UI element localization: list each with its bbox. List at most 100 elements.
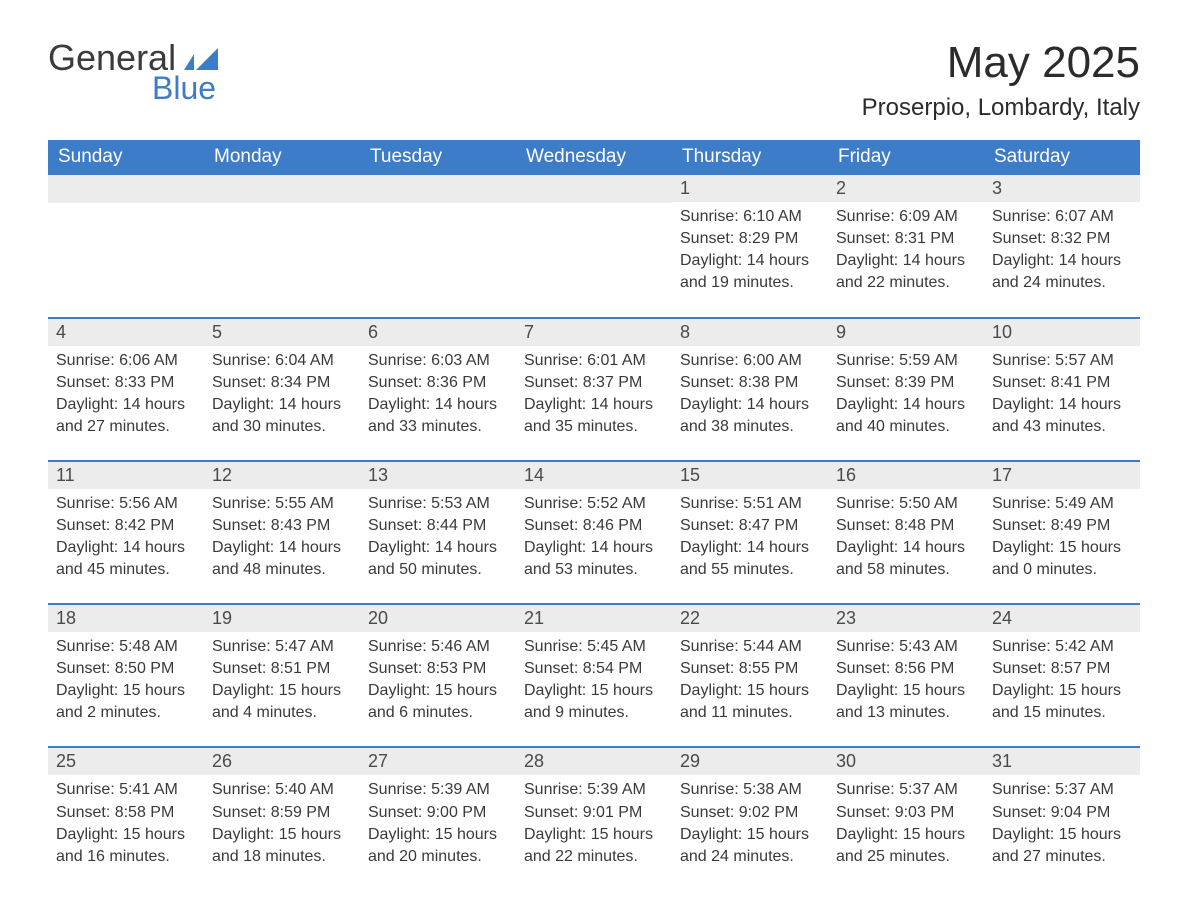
sunset-line: Sunset: 9:02 PM xyxy=(680,802,820,824)
daylight-line: Daylight: 14 hours and 50 minutes. xyxy=(368,537,508,581)
sunrise-line: Sunrise: 5:56 AM xyxy=(56,493,196,515)
calendar-day: 20Sunrise: 5:46 AMSunset: 8:53 PMDayligh… xyxy=(360,605,516,728)
sunrise-line: Sunrise: 6:00 AM xyxy=(680,350,820,372)
sunrise-line: Sunrise: 5:49 AM xyxy=(992,493,1132,515)
day-number: 8 xyxy=(672,319,828,346)
day-number: 6 xyxy=(360,319,516,346)
calendar-day: 15Sunrise: 5:51 AMSunset: 8:47 PMDayligh… xyxy=(672,462,828,585)
sunrise-line: Sunrise: 6:03 AM xyxy=(368,350,508,372)
sunset-line: Sunset: 8:54 PM xyxy=(524,658,664,680)
day-number: 13 xyxy=(360,462,516,489)
calendar-day: 10 Sunrise: 5:57 AMSunset: 8:41 PMDayligh… xyxy=(984,319,1140,442)
sunset-line: Sunset: 8:42 PM xyxy=(56,515,196,537)
calendar-day: 4Sunrise: 6:06 AMSunset: 8:33 PMDaylight… xyxy=(48,319,204,442)
day-details: Sunrise: 6:00 AMSunset: 8:38 PMDaylight:… xyxy=(672,346,828,442)
sunrise-line: Sunrise: 5:51 AM xyxy=(680,493,820,515)
daylight-line: Daylight: 15 hours and 0 minutes. xyxy=(992,537,1132,581)
day-number: 1 xyxy=(672,175,828,202)
sunset-line: Sunset: 8:50 PM xyxy=(56,658,196,680)
sunset-line: Sunset: 8:33 PM xyxy=(56,372,196,394)
calendar-day: 9Sunrise: 5:59 AMSunset: 8:39 PMDaylight… xyxy=(828,319,984,442)
day-details: Sunrise: 5:52 AMSunset: 8:46 PMDaylight:… xyxy=(516,489,672,585)
sunrise-line: Sunrise: 6:10 AM xyxy=(680,206,820,228)
sunrise-line: Sunrise: 5:39 AM xyxy=(368,779,508,801)
weekday-header: Sunday xyxy=(48,140,204,175)
calendar-week: 18Sunrise: 5:48 AMSunset: 8:50 PMDayligh… xyxy=(48,603,1140,728)
daylight-line: Daylight: 14 hours and 35 minutes. xyxy=(524,394,664,438)
daylight-line: Daylight: 14 hours and 43 minutes. xyxy=(992,394,1132,438)
calendar-day: 1Sunrise: 6:10 AMSunset: 8:29 PMDaylight… xyxy=(672,175,828,298)
day-details: Sunrise: 5:59 AMSunset: 8:39 PMDaylight:… xyxy=(828,346,984,442)
day-details: Sunrise: 5:39 AMSunset: 9:00 PMDaylight:… xyxy=(360,775,516,871)
daylight-line: Daylight: 15 hours and 9 minutes. xyxy=(524,680,664,724)
sunrise-line: Sunrise: 5:52 AM xyxy=(524,493,664,515)
weekday-header: Thursday xyxy=(672,140,828,175)
sunrise-line: Sunrise: 5:48 AM xyxy=(56,636,196,658)
day-number: 9 xyxy=(828,319,984,346)
calendar-day: 12Sunrise: 5:55 AMSunset: 8:43 PMDayligh… xyxy=(204,462,360,585)
day-details: Sunrise: 5:55 AMSunset: 8:43 PMDaylight:… xyxy=(204,489,360,585)
day-details: Sunrise: 5:50 AMSunset: 8:48 PMDaylight:… xyxy=(828,489,984,585)
day-number: 28 xyxy=(516,748,672,775)
sunset-line: Sunset: 8:47 PM xyxy=(680,515,820,537)
day-details: Sunrise: 5:40 AMSunset: 8:59 PMDaylight:… xyxy=(204,775,360,871)
day-details: Sunrise: 5:47 AMSunset: 8:51 PMDaylight:… xyxy=(204,632,360,728)
weekday-header: Wednesday xyxy=(516,140,672,175)
daylight-line: Daylight: 14 hours and 40 minutes. xyxy=(836,394,976,438)
daylight-line: Daylight: 15 hours and 6 minutes. xyxy=(368,680,508,724)
day-number: 25 xyxy=(48,748,204,775)
daylight-line: Daylight: 15 hours and 15 minutes. xyxy=(992,680,1132,724)
calendar-week: 4Sunrise: 6:06 AMSunset: 8:33 PMDaylight… xyxy=(48,317,1140,442)
sunrise-line: Sunrise: 5:57 AM xyxy=(992,350,1132,372)
calendar-day: 27Sunrise: 5:39 AMSunset: 9:00 PMDayligh… xyxy=(360,748,516,871)
calendar-day: 5Sunrise: 6:04 AMSunset: 8:34 PMDaylight… xyxy=(204,319,360,442)
day-details: Sunrise: 5:51 AMSunset: 8:47 PMDaylight:… xyxy=(672,489,828,585)
sunset-line: Sunset: 8:53 PM xyxy=(368,658,508,680)
sunrise-line: Sunrise: 6:07 AM xyxy=(992,206,1132,228)
sunset-line: Sunset: 8:56 PM xyxy=(836,658,976,680)
daylight-line: Daylight: 14 hours and 38 minutes. xyxy=(680,394,820,438)
day-number: 27 xyxy=(360,748,516,775)
day-number: 31 xyxy=(984,748,1140,775)
day-number: 24 xyxy=(984,605,1140,632)
sunrise-line: Sunrise: 5:47 AM xyxy=(212,636,352,658)
weekday-header: Friday xyxy=(828,140,984,175)
calendar-day: 24Sunrise: 5:42 AMSunset: 8:57 PMDayligh… xyxy=(984,605,1140,728)
calendar-week: 1Sunrise: 6:10 AMSunset: 8:29 PMDaylight… xyxy=(48,175,1140,298)
sunset-line: Sunset: 8:31 PM xyxy=(836,228,976,250)
day-number: 30 xyxy=(828,748,984,775)
day-number: 10 xyxy=(984,319,1140,346)
day-number: 22 xyxy=(672,605,828,632)
month-title: May 2025 xyxy=(862,40,1140,86)
calendar-day: 30Sunrise: 5:37 AMSunset: 9:03 PMDayligh… xyxy=(828,748,984,871)
daylight-line: Daylight: 15 hours and 18 minutes. xyxy=(212,824,352,868)
sunset-line: Sunset: 8:58 PM xyxy=(56,802,196,824)
daylight-line: Daylight: 14 hours and 53 minutes. xyxy=(524,537,664,581)
day-number: 11 xyxy=(48,462,204,489)
location-label: Proserpio, Lombardy, Italy xyxy=(862,94,1140,122)
sunrise-line: Sunrise: 6:09 AM xyxy=(836,206,976,228)
daylight-line: Daylight: 14 hours and 45 minutes. xyxy=(56,537,196,581)
day-details: Sunrise: 6:01 AMSunset: 8:37 PMDaylight:… xyxy=(516,346,672,442)
day-number: 3 xyxy=(984,175,1140,202)
calendar-day: 21Sunrise: 5:45 AMSunset: 8:54 PMDayligh… xyxy=(516,605,672,728)
calendar-day: 2Sunrise: 6:09 AMSunset: 8:31 PMDaylight… xyxy=(828,175,984,298)
sunrise-line: Sunrise: 5:55 AM xyxy=(212,493,352,515)
day-details: Sunrise: 6:06 AMSunset: 8:33 PMDaylight:… xyxy=(48,346,204,442)
calendar-day: 11 Sunrise: 5:56 AMSunset: 8:42 PMDayligh… xyxy=(48,462,204,585)
sunrise-line: Sunrise: 5:42 AM xyxy=(992,636,1132,658)
daylight-line: Daylight: 14 hours and 30 minutes. xyxy=(212,394,352,438)
daylight-line: Daylight: 15 hours and 16 minutes. xyxy=(56,824,196,868)
daylight-line: Daylight: 15 hours and 22 minutes. xyxy=(524,824,664,868)
day-number: 5 xyxy=(204,319,360,346)
day-number: 17 xyxy=(984,462,1140,489)
sunrise-line: Sunrise: 6:01 AM xyxy=(524,350,664,372)
daylight-line: Daylight: 14 hours and 58 minutes. xyxy=(836,537,976,581)
calendar-day: 28Sunrise: 5:39 AMSunset: 9:01 PMDayligh… xyxy=(516,748,672,871)
sunset-line: Sunset: 8:43 PM xyxy=(212,515,352,537)
day-number: 29 xyxy=(672,748,828,775)
sunrise-line: Sunrise: 5:37 AM xyxy=(836,779,976,801)
day-details: Sunrise: 6:04 AMSunset: 8:34 PMDaylight:… xyxy=(204,346,360,442)
sunset-line: Sunset: 8:41 PM xyxy=(992,372,1132,394)
weekday-header: Monday xyxy=(204,140,360,175)
